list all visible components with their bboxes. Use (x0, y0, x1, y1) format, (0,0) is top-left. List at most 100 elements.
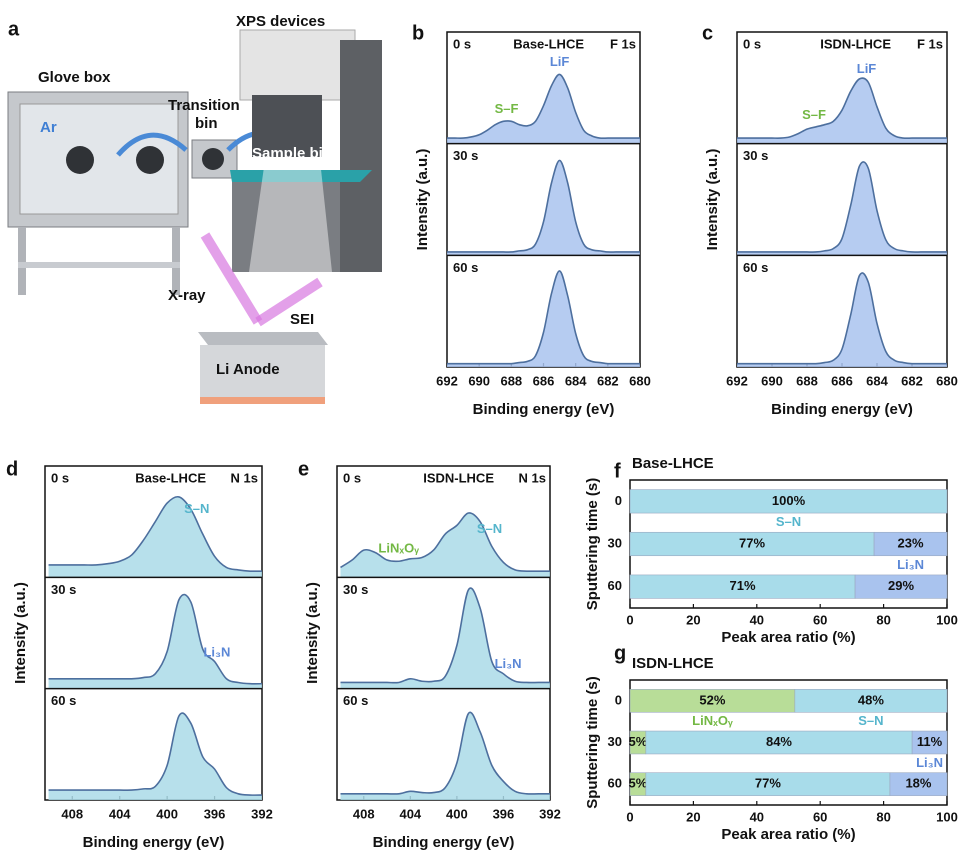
bar-segment (854, 574, 948, 599)
x-tick-label: 100 (936, 612, 958, 627)
platform (230, 170, 372, 182)
spectrum-area (340, 588, 550, 689)
leg (172, 227, 180, 295)
spectrum-line (48, 712, 263, 796)
x-tick-label: 392 (539, 806, 561, 821)
x-tick-label: 408 (61, 806, 83, 821)
x-tick-label: 80 (876, 612, 890, 627)
label: XPS devices (236, 13, 325, 30)
x-tick-label: 392 (251, 806, 273, 821)
time-label: 60 s (453, 260, 478, 275)
frame (336, 465, 551, 801)
x-tick-label: 680 (936, 373, 958, 388)
spectrum-area (447, 74, 640, 144)
core-level: N 1s (519, 470, 546, 485)
label: Transition (168, 97, 240, 114)
x-axis-label: Binding energy (eV) (473, 401, 615, 418)
peak-label: LiF (857, 61, 877, 76)
legend-label: Li₃N (916, 755, 943, 770)
spectrum-line (48, 593, 263, 685)
y-tick-label: 0 (615, 692, 622, 707)
chart-title: Base-LHCE (632, 455, 714, 472)
value-label: 48% (858, 692, 884, 707)
time-label: 30 s (51, 582, 76, 597)
value-label: 77% (755, 776, 781, 791)
value-label: 5% (629, 734, 648, 749)
label: Li Anode (216, 361, 280, 378)
x-tick-label: 404 (109, 806, 131, 821)
x-tick-label: 100 (936, 809, 958, 824)
x-tick-label: 396 (204, 806, 226, 821)
x-tick-label: 80 (876, 809, 890, 824)
time-label: 0 s (343, 470, 361, 485)
value-label: 5% (629, 776, 648, 791)
x-tick-label: 20 (686, 612, 700, 627)
xps-side (340, 40, 382, 272)
time-label: 0 s (453, 36, 471, 51)
x-tick-label: 682 (597, 373, 619, 388)
label: Glove box (38, 69, 111, 86)
x-tick-label: 686 (831, 373, 853, 388)
value-label: 29% (888, 578, 914, 593)
light-cone (245, 160, 335, 300)
label: SEI (290, 311, 314, 328)
legend-label: S–N (776, 514, 801, 529)
peak-label: Li₃N (495, 656, 522, 671)
time-label: 60 s (51, 693, 76, 708)
x-tick-label: 682 (901, 373, 923, 388)
peak-label: LiF (550, 54, 570, 69)
time-label: 60 s (343, 693, 368, 708)
y-tick-label: 60 (608, 776, 622, 791)
xps-column (239, 29, 356, 101)
spectrum-line (48, 495, 263, 573)
y-tick-label: 30 (608, 535, 622, 550)
spectrum-line (447, 270, 640, 365)
x-tick-label: 400 (156, 806, 178, 821)
peak-label: S–F (802, 107, 826, 122)
copper (200, 397, 325, 404)
spectrum-area (48, 594, 263, 689)
time-label: 60 s (743, 260, 768, 275)
y-axis-label: Intensity (a.u.) (414, 149, 431, 251)
core-level: F 1s (610, 36, 636, 51)
x-tick-label: 40 (750, 809, 764, 824)
spectrum-line (447, 73, 640, 140)
time-label: 30 s (453, 148, 478, 163)
x-tick-label: 692 (436, 373, 458, 388)
spectrum-area (48, 713, 263, 800)
glove-port (136, 146, 164, 174)
xps-box (232, 182, 340, 272)
x-tick-label: 60 (813, 612, 827, 627)
core-level: F 1s (917, 36, 943, 51)
spectrum-area (48, 496, 263, 578)
value-label: 100% (772, 493, 806, 508)
x-tick-label: 680 (629, 373, 651, 388)
panel-label: g (614, 642, 626, 664)
spectrum-area (340, 512, 550, 578)
value-label: 52% (699, 692, 725, 707)
time-label: 30 s (343, 582, 368, 597)
bar-segment (889, 772, 948, 796)
x-tick-label: 690 (468, 373, 490, 388)
value-label: 71% (730, 578, 756, 593)
spectrum-line (340, 587, 550, 684)
x-tick-label: 684 (565, 373, 587, 388)
legend-label: LiNₓOᵧ (692, 713, 733, 728)
frame (44, 465, 263, 801)
spectrum-line (737, 161, 947, 253)
x-tick-label: 396 (493, 806, 515, 821)
crossbar (18, 262, 180, 268)
bar-segment (629, 489, 948, 514)
y-axis-label: Intensity (a.u.) (304, 582, 321, 684)
x-tick-label: 408 (353, 806, 375, 821)
x-tick-label: 692 (726, 373, 748, 388)
spectrum-line (737, 272, 947, 365)
anode-front (200, 345, 325, 397)
value-label: 23% (898, 535, 924, 550)
value-label: 18% (905, 776, 931, 791)
y-axis-label: Sputtering time (s) (584, 676, 601, 809)
label: Ar (40, 119, 57, 136)
bin-port (202, 148, 224, 170)
peak-label: S–N (477, 521, 502, 536)
